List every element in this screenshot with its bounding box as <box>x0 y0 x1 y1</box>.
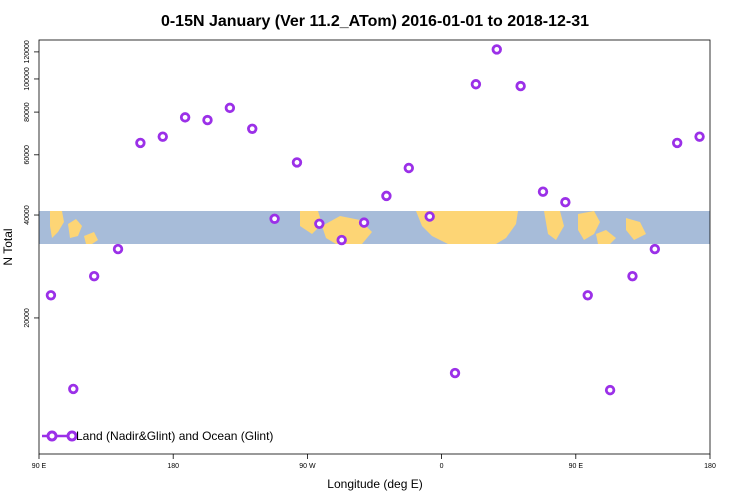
data-point <box>604 384 616 396</box>
legend: Land (Nadir&Glint) and Ocean (Glint) <box>42 429 273 443</box>
y-tick-label: 100000 <box>24 67 31 90</box>
data-point <box>424 211 435 222</box>
data-point <box>470 79 482 90</box>
data-point <box>112 243 124 255</box>
data-point <box>179 112 191 123</box>
y-axis-label: N Total <box>1 228 15 265</box>
data-point <box>537 186 549 197</box>
data-point <box>247 123 258 134</box>
legend-marker <box>66 430 78 442</box>
x-tick-label: 90 E <box>32 463 47 470</box>
land-shape <box>626 218 646 240</box>
x-tick-label: 90 E <box>569 463 584 470</box>
data-point <box>627 270 638 282</box>
x-tick-label: 0 <box>440 463 444 470</box>
data-point <box>224 102 236 114</box>
data-point <box>68 383 79 395</box>
data-points <box>45 44 705 396</box>
land-shape <box>544 211 564 240</box>
data-point <box>358 217 370 228</box>
data-point <box>157 131 168 142</box>
x-axis-ticks: 90 E 180 90 W 0 90 E 180 <box>32 454 716 470</box>
y-tick-label: 60000 <box>24 145 31 165</box>
data-point <box>449 367 461 379</box>
data-point <box>135 137 146 149</box>
x-tick-label: 180 <box>704 463 716 470</box>
x-axis-label: Longitude (deg E) <box>327 477 422 491</box>
legend-marker <box>46 430 58 442</box>
data-point <box>491 44 502 55</box>
x-tick-label: 180 <box>167 463 179 470</box>
chart-title: 0-15N January (Ver 11.2_ATom) 2016-01-01… <box>161 13 589 30</box>
y-tick-label: 20000 <box>24 308 31 328</box>
data-point <box>560 197 571 208</box>
data-point <box>88 270 100 282</box>
y-axis-ticks: 20000 40000 60000 80000 100000 120000 <box>24 40 39 328</box>
y-tick-label: 80000 <box>24 102 31 122</box>
data-point <box>45 290 57 301</box>
land-shape <box>596 230 616 244</box>
data-point <box>694 131 705 142</box>
data-point <box>269 213 280 224</box>
plot-frame <box>38 39 711 455</box>
data-point <box>381 190 392 202</box>
data-point <box>671 137 683 149</box>
land-shape <box>50 211 64 238</box>
data-point <box>291 157 303 168</box>
x-tick-label: 90 W <box>299 463 316 470</box>
data-point <box>582 290 593 301</box>
land-shape <box>416 211 518 244</box>
land-shape <box>578 211 600 240</box>
land-shape <box>300 211 322 234</box>
land-shape <box>68 219 82 238</box>
y-tick-label: 40000 <box>24 205 31 225</box>
data-point <box>403 162 414 174</box>
data-point <box>649 243 661 255</box>
map-strip <box>39 211 710 244</box>
data-point <box>314 218 325 230</box>
data-point <box>202 114 213 126</box>
data-point <box>336 234 347 246</box>
data-point <box>515 80 526 92</box>
land-shape <box>84 232 98 244</box>
y-tick-label: 120000 <box>24 40 31 63</box>
legend-label: Land (Nadir&Glint) and Ocean (Glint) <box>76 429 273 443</box>
